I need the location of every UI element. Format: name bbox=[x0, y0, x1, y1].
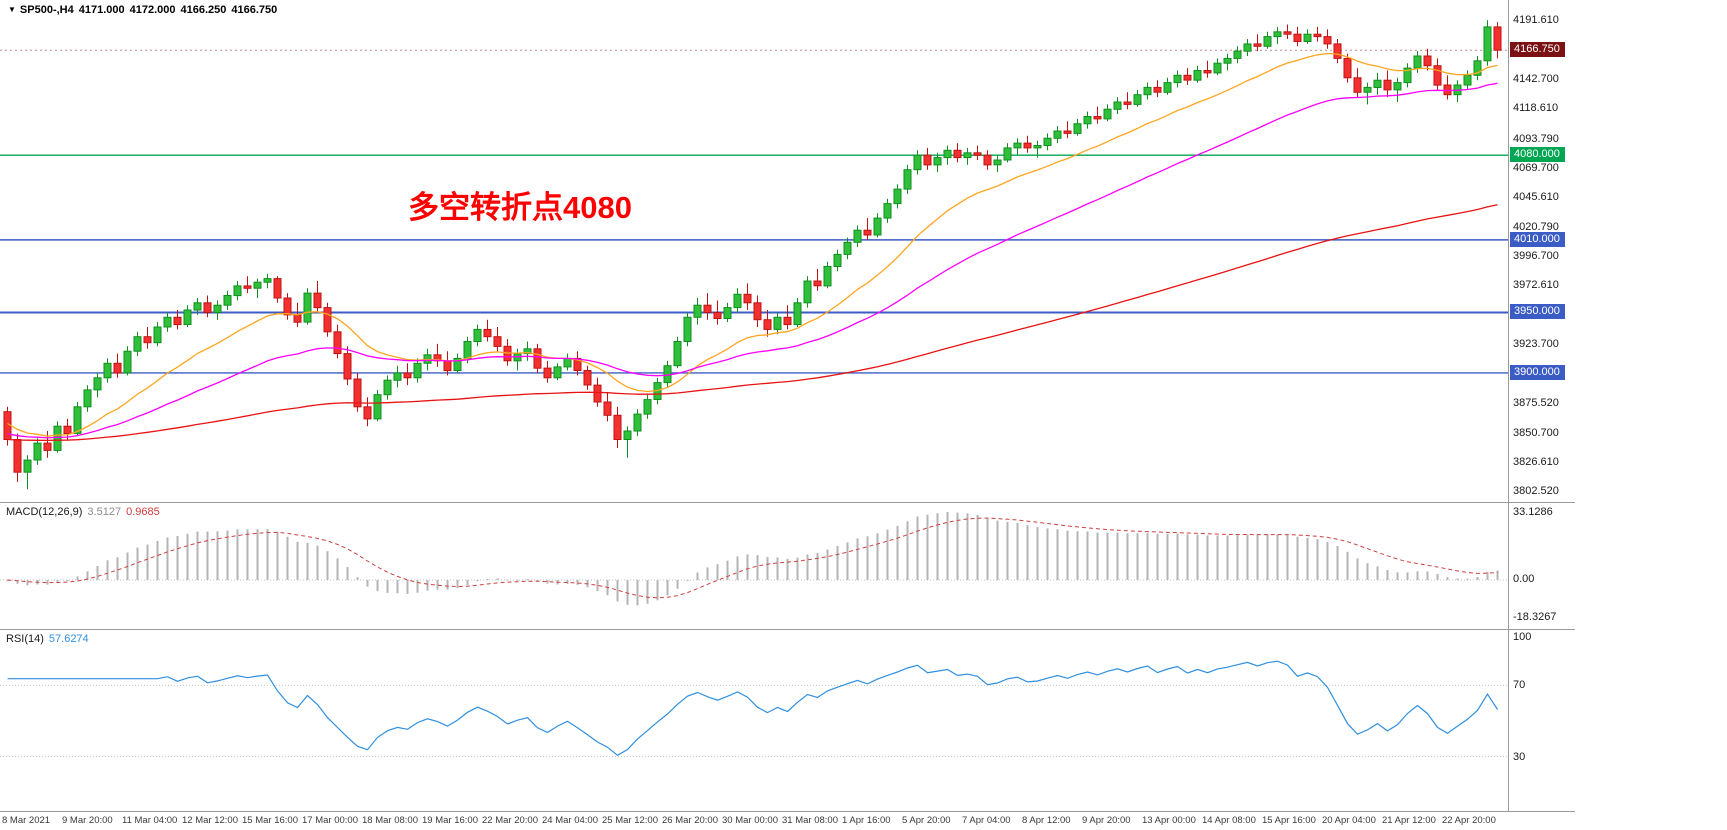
price-axis-label: 4093.790 bbox=[1513, 132, 1559, 145]
price-axis-label: 3802.520 bbox=[1513, 484, 1559, 497]
price-axis-label: 4191.610 bbox=[1513, 14, 1559, 27]
macd-axis-label: 33.1286 bbox=[1513, 506, 1553, 518]
price-axis-label: 3923.700 bbox=[1513, 338, 1559, 351]
time-axis-label: 15 Mar 16:00 bbox=[242, 815, 298, 826]
medium-ma bbox=[7, 82, 1498, 439]
time-axis-label: 5 Apr 20:00 bbox=[902, 815, 951, 826]
time-axis-label: 19 Mar 16:00 bbox=[422, 815, 478, 826]
price-axis-label: 4045.610 bbox=[1513, 190, 1559, 203]
slow-ma bbox=[7, 204, 1498, 442]
time-axis-label: 22 Apr 20:00 bbox=[1442, 815, 1496, 826]
macd-histogram-layer bbox=[6, 512, 1499, 606]
level-lines-layer bbox=[0, 49, 1508, 374]
level-price-badge: 3900.000 bbox=[1510, 364, 1565, 380]
time-axis-label: 31 Mar 08:00 bbox=[782, 815, 838, 826]
time-axis-label: 8 Apr 12:00 bbox=[1022, 815, 1071, 826]
price-axis-label: 4118.610 bbox=[1513, 102, 1559, 115]
macd-axis-label: 0.00 bbox=[1513, 573, 1535, 585]
level-price-badge: 4010.000 bbox=[1510, 231, 1565, 247]
symbol-timeframe: SP500-,H4 bbox=[19, 4, 74, 16]
price-axis-label: 3875.520 bbox=[1513, 396, 1559, 409]
time-axis-label: 14 Apr 08:00 bbox=[1202, 815, 1256, 826]
level-price-badge: 4080.000 bbox=[1510, 147, 1565, 163]
rsi-axis-label: 30 bbox=[1513, 750, 1526, 763]
rsi-value: 57.6274 bbox=[48, 633, 89, 645]
price-axis-label: 3972.610 bbox=[1513, 279, 1559, 292]
time-axis-label: 17 Mar 00:00 bbox=[302, 815, 358, 826]
rsi-axis-label: 100 bbox=[1513, 631, 1532, 643]
macd-label: MACD(12,26,9) 3.5127 0.9685 bbox=[6, 506, 160, 518]
time-axis-label: 12 Mar 12:00 bbox=[182, 815, 238, 826]
macd-main-value: 3.5127 bbox=[87, 506, 122, 518]
time-axis-label: 26 Mar 20:00 bbox=[662, 815, 718, 826]
time-axis-label: 7 Apr 04:00 bbox=[962, 815, 1011, 826]
time-axis-label: 25 Mar 12:00 bbox=[602, 815, 658, 826]
price-axis-label: 4020.790 bbox=[1513, 220, 1559, 233]
price-axis-label: 4142.700 bbox=[1513, 73, 1559, 86]
time-axis-label: 11 Mar 04:00 bbox=[122, 815, 178, 826]
ohlc-high: 4172.000 bbox=[129, 4, 176, 16]
time-axis-label: 30 Mar 00:00 bbox=[722, 815, 778, 826]
rsi-title: RSI(14) bbox=[6, 633, 44, 645]
time-axis-label: 13 Apr 00:00 bbox=[1142, 815, 1196, 826]
rsi-label: RSI(14) 57.6274 bbox=[6, 633, 89, 645]
rsi-line bbox=[7, 660, 1499, 757]
time-axis-label: 1 Apr 16:00 bbox=[842, 815, 891, 826]
symbol-marker-icon: ▼ bbox=[8, 5, 16, 14]
macd-title: MACD(12,26,9) bbox=[6, 506, 83, 518]
time-axis-label: 15 Apr 16:00 bbox=[1262, 815, 1316, 826]
rsi-axis-label: 70 bbox=[1513, 679, 1526, 692]
time-axis-label: 22 Mar 20:00 bbox=[482, 815, 538, 826]
macd-signal-value: 0.9685 bbox=[126, 506, 160, 518]
macd-signal-line bbox=[7, 517, 1498, 599]
moving-averages-layer bbox=[7, 52, 1498, 442]
time-axis-label: 20 Apr 04:00 bbox=[1322, 815, 1376, 826]
ohlc-low: 4166.250 bbox=[180, 4, 227, 16]
symbol-header: ▼ SP500-,H4 4171.000 4172.000 4166.250 4166.7… bbox=[8, 4, 282, 16]
time-axis-label: 9 Mar 20:00 bbox=[62, 815, 113, 826]
time-axis-label: 8 Mar 2021 bbox=[2, 815, 51, 826]
macd-axis-label: -18.3267 bbox=[1513, 611, 1557, 623]
time-axis-label: 21 Apr 12:00 bbox=[1382, 815, 1436, 826]
price-axis-label: 4069.700 bbox=[1513, 161, 1559, 174]
price-axis-label: 3826.610 bbox=[1513, 455, 1559, 468]
time-axis-label: 9 Apr 20:00 bbox=[1082, 815, 1131, 826]
price-axis-label: 3996.700 bbox=[1513, 249, 1559, 262]
candles-layer bbox=[3, 20, 1502, 490]
current-price-badge: 4166.750 bbox=[1510, 42, 1565, 58]
price-axis-label: 3850.700 bbox=[1513, 426, 1559, 439]
time-axis-label: 18 Mar 08:00 bbox=[362, 815, 418, 826]
fast-ma bbox=[7, 52, 1498, 437]
ohlc-close: 4166.750 bbox=[231, 4, 278, 16]
ohlc-open: 4171.000 bbox=[78, 4, 125, 16]
time-axis-label: 24 Mar 04:00 bbox=[542, 815, 598, 826]
level-price-badge: 3950.000 bbox=[1510, 304, 1565, 320]
annotation-text: 多空转折点4080 bbox=[408, 190, 632, 225]
